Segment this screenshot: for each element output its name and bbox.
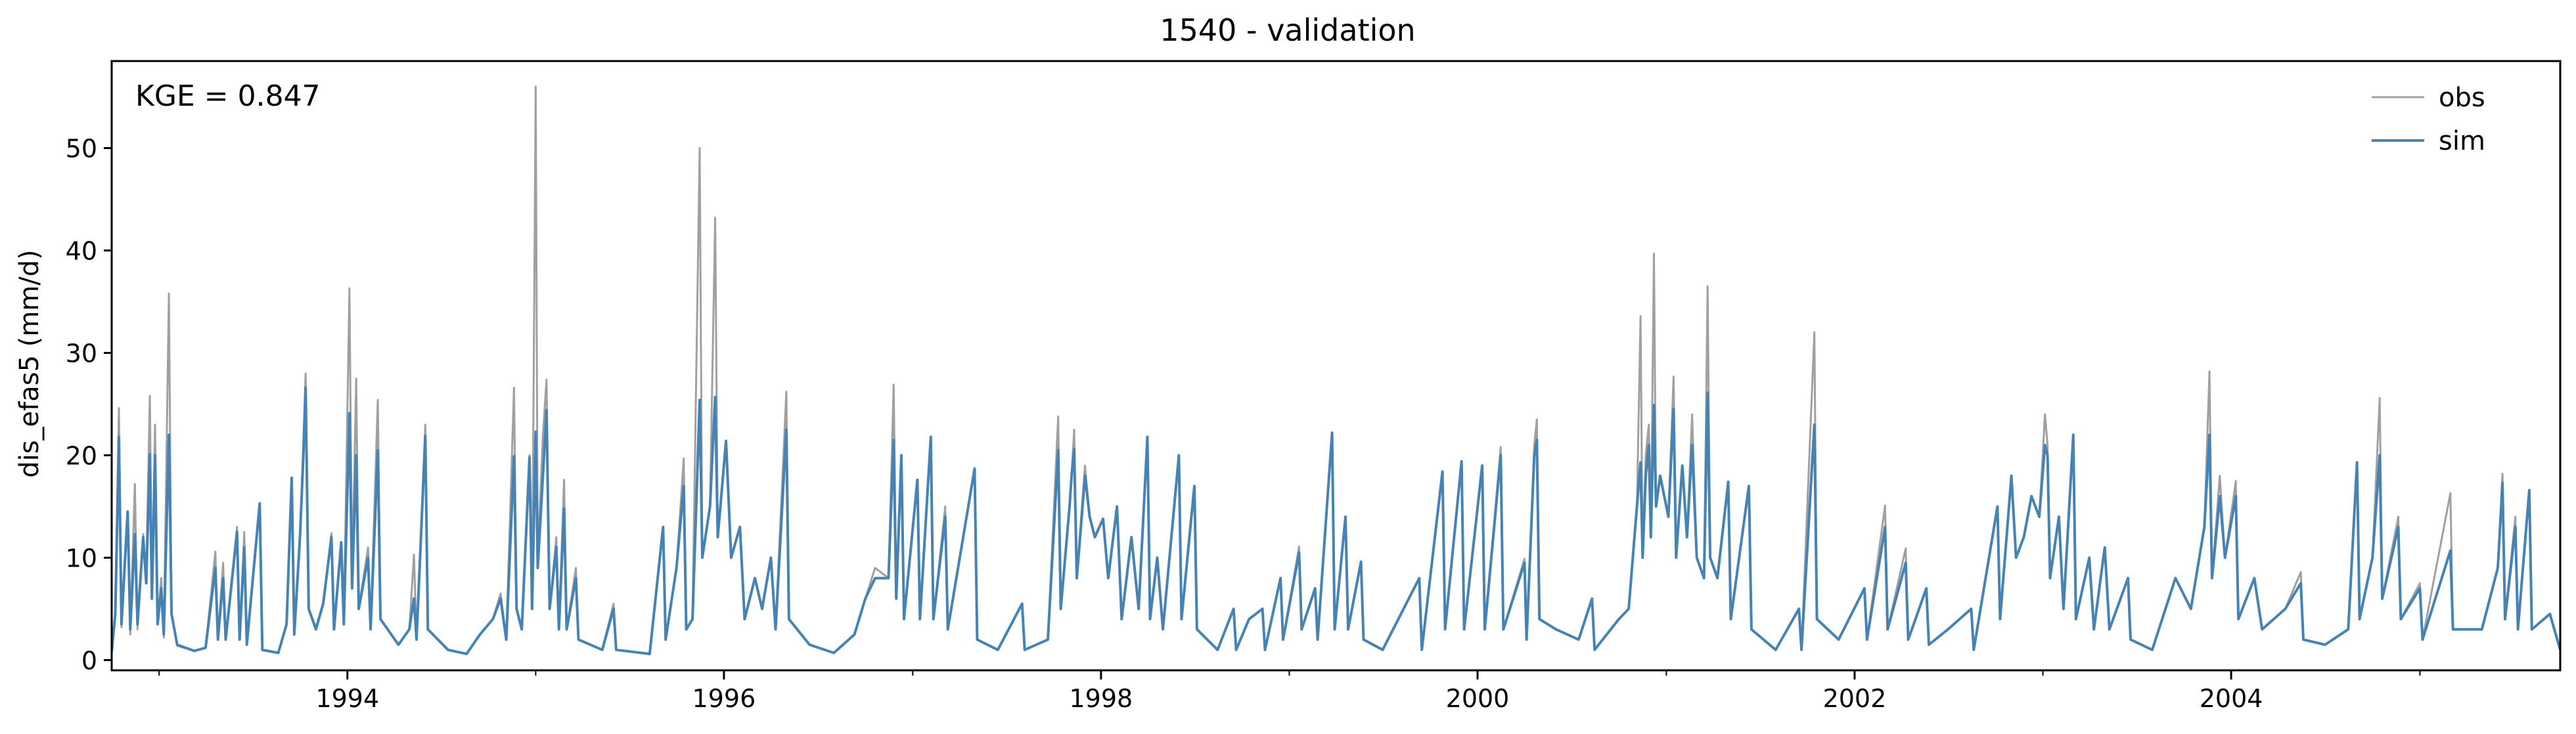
y-tick-label: 40 — [66, 237, 97, 266]
legend: obs sim — [2372, 83, 2485, 156]
series-line-obs — [112, 85, 2560, 655]
x-tick-label: 1994 — [315, 684, 379, 713]
series-line-sim — [112, 386, 2560, 655]
legend-label-sim: sim — [2439, 126, 2485, 156]
x-tick-label: 2000 — [1446, 684, 1510, 713]
x-axis-ticks: 1994 1996 1998 2000 2002 2004 — [158, 670, 2421, 713]
legend-label-obs: obs — [2439, 83, 2485, 113]
x-tick-label: 2004 — [2200, 684, 2263, 713]
chart-title: 1540 - validation — [1160, 12, 1415, 48]
y-tick-label: 30 — [66, 339, 97, 368]
y-tick-label: 50 — [66, 135, 97, 163]
plot-series — [112, 85, 2560, 655]
y-axis-ticks: 0 10 20 30 40 50 — [66, 135, 112, 675]
y-tick-label: 0 — [81, 646, 97, 675]
x-tick-label: 1998 — [1070, 684, 1133, 713]
x-tick-label: 2002 — [1823, 684, 1887, 713]
y-tick-label: 10 — [66, 544, 97, 572]
y-axis-label: dis_efas5 (mm/d) — [14, 249, 45, 478]
y-tick-label: 20 — [66, 441, 97, 470]
kge-annotation: KGE = 0.847 — [135, 79, 321, 113]
plot-frame — [110, 60, 2562, 672]
x-tick-label: 1996 — [692, 684, 756, 713]
